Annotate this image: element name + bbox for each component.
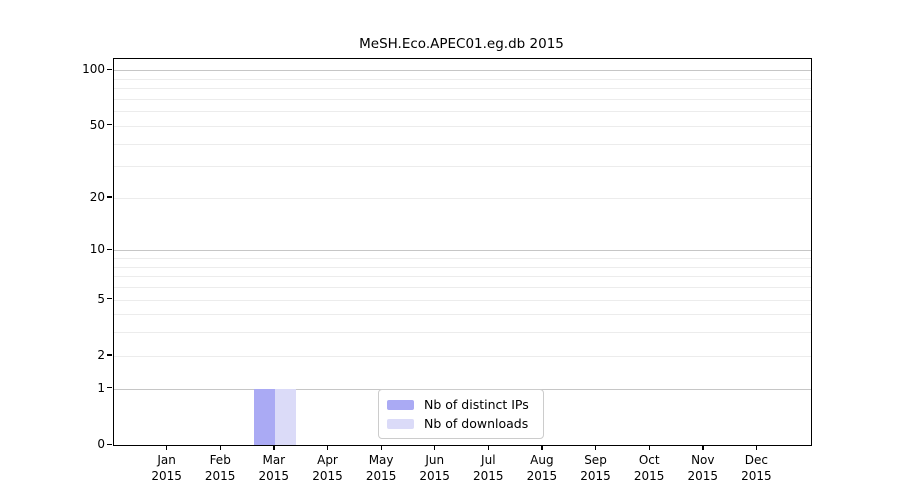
- x-axis-tick-label: Apr 2015: [298, 452, 358, 484]
- x-tick-year: 2015: [151, 469, 182, 483]
- legend-swatch-downloads: [387, 418, 414, 429]
- y-axis-tick-label: 100: [82, 62, 105, 77]
- y-gridline-minor: [114, 98, 811, 100]
- legend-item-distinct-ips: Nb of distinct IPs: [387, 397, 535, 412]
- x-tick-year: 2015: [580, 469, 611, 483]
- y-axis-tick-label: 0: [97, 437, 105, 451]
- x-axis-tick: [487, 445, 490, 450]
- x-axis-tick: [380, 445, 382, 450]
- x-tick-month: Feb: [209, 453, 231, 467]
- y-axis-tick: [107, 354, 112, 356]
- x-axis-tick-label: Sep 2015: [566, 452, 626, 484]
- y-axis-tick: [107, 387, 112, 389]
- legend-swatch-distinct-ips: [387, 399, 414, 410]
- y-gridline-minor: [114, 258, 811, 259]
- bar-distinct-ips: [253, 388, 275, 445]
- x-tick-year: 2015: [741, 469, 772, 483]
- x-tick-year: 2015: [204, 469, 236, 483]
- x-axis-tick: [702, 445, 704, 450]
- x-tick-month: Jul: [481, 453, 496, 467]
- y-gridline-minor: [114, 111, 811, 113]
- x-tick-month: Oct: [638, 453, 660, 467]
- y-gridline-major: [114, 250, 811, 252]
- x-axis-tick: [219, 445, 221, 450]
- y-axis-tick: [107, 248, 112, 251]
- x-axis-tick: [648, 445, 650, 450]
- y-gridline-minor: [114, 88, 811, 90]
- y-gridline-minor: [114, 125, 811, 127]
- y-gridline-minor: [114, 314, 811, 316]
- y-gridline-minor: [114, 143, 811, 145]
- x-tick-month: Dec: [744, 453, 768, 467]
- x-tick-month: Nov: [691, 453, 715, 467]
- plot-area: [113, 58, 812, 446]
- x-axis-tick: [434, 445, 436, 450]
- x-axis-tick: [595, 445, 597, 450]
- legend-item-downloads: Nb of downloads: [387, 416, 535, 431]
- x-tick-year: 2015: [687, 469, 719, 483]
- x-tick-month: Apr: [317, 453, 338, 467]
- x-axis-tick-label: Jan 2015: [137, 452, 197, 484]
- y-axis-tick: [107, 298, 112, 300]
- x-tick-year: 2015: [312, 469, 343, 483]
- y-gridline-minor: [114, 266, 811, 268]
- x-tick-year: 2015: [526, 469, 558, 483]
- y-gridline-minor: [114, 197, 811, 199]
- x-axis-tick-label: Feb 2015: [190, 452, 250, 484]
- x-axis-tick-label: Oct 2015: [619, 452, 679, 484]
- chart-title: MeSH.Eco.APEC01.eg.db 2015: [359, 36, 564, 52]
- y-axis-tick-label: 1: [97, 380, 105, 395]
- y-axis-tick-label: 10: [89, 242, 105, 257]
- x-tick-year: 2015: [258, 469, 290, 483]
- x-tick-month: Mar: [262, 453, 286, 467]
- y-axis-tick-label: 2: [97, 347, 105, 362]
- y-axis-tick: [107, 68, 112, 70]
- x-tick-month: Jan: [157, 453, 176, 467]
- y-gridline-minor: [114, 332, 811, 334]
- x-axis-tick-label: Dec 2015: [726, 452, 786, 484]
- x-axis-tick-label: Jul 2015: [458, 452, 518, 484]
- y-gridline-minor: [114, 78, 811, 80]
- y-gridline-major: [114, 70, 811, 72]
- x-tick-year: 2015: [473, 469, 504, 483]
- y-gridline-minor: [114, 276, 811, 278]
- y-axis-tick-label: 5: [97, 291, 105, 306]
- x-tick-month: Jun: [425, 453, 445, 467]
- x-axis-tick: [755, 445, 758, 450]
- x-axis-tick: [327, 445, 329, 450]
- y-axis-tick-label: 20: [89, 189, 105, 204]
- y-axis-tick: [107, 196, 112, 198]
- x-axis-tick-label: Mar 2015: [244, 452, 304, 484]
- y-gridline-minor: [114, 166, 811, 168]
- x-tick-month: May: [368, 453, 394, 467]
- y-gridline-minor: [114, 355, 811, 357]
- x-axis-tick-label: Nov 2015: [673, 452, 733, 484]
- y-gridline-minor: [114, 299, 811, 301]
- x-axis-tick-label: Aug 2015: [512, 452, 572, 484]
- x-axis-tick: [273, 445, 275, 450]
- x-tick-month: Sep: [584, 453, 607, 467]
- x-tick-year: 2015: [365, 469, 397, 483]
- legend: Nb of distinct IPs Nb of downloads: [378, 389, 544, 439]
- bar-downloads: [274, 388, 297, 445]
- legend-label-distinct-ips: Nb of distinct IPs: [424, 397, 529, 412]
- y-axis-tick: [107, 124, 112, 126]
- y-gridline-minor: [114, 287, 811, 288]
- x-axis-tick: [541, 445, 543, 450]
- x-tick-year: 2015: [633, 469, 665, 483]
- y-axis-tick: [107, 443, 112, 445]
- x-axis-tick-label: Jun 2015: [405, 452, 465, 484]
- legend-label-downloads: Nb of downloads: [424, 416, 529, 431]
- x-axis-tick: [166, 445, 168, 450]
- x-tick-month: Aug: [530, 453, 554, 467]
- x-tick-year: 2015: [419, 469, 450, 483]
- y-axis-tick-label: 50: [89, 117, 105, 132]
- x-axis-tick-label: May 2015: [351, 452, 411, 484]
